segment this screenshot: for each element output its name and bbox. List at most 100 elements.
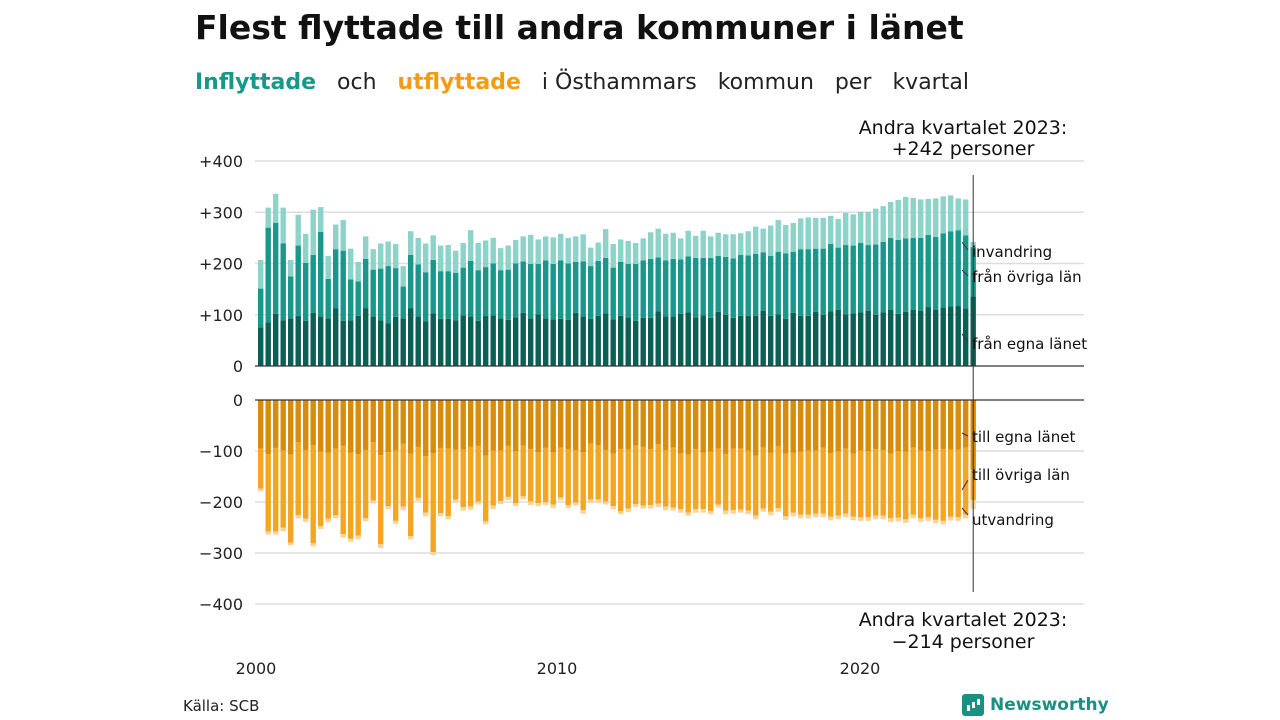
bar-in-från-egna-länet bbox=[265, 322, 271, 366]
bar-out-utvandring bbox=[843, 513, 849, 518]
bar-in-från-egna-länet bbox=[648, 317, 654, 366]
bar-in-från-egna-länet bbox=[370, 316, 376, 366]
bar-out-till-egna-länet bbox=[303, 400, 309, 450]
bar-out-till-egna-länet bbox=[858, 400, 864, 451]
annotation-top-line-1: Andra kvartalet 2023: bbox=[859, 117, 1068, 139]
bar-in-från-egna-länet bbox=[828, 311, 834, 366]
bar-in-från-egna-länet bbox=[708, 317, 714, 366]
bar-out-utvandring bbox=[340, 534, 346, 538]
bar-out-utvandring bbox=[940, 520, 946, 525]
bar-out-utvandring bbox=[850, 516, 856, 521]
bar-in-invandring bbox=[768, 225, 774, 256]
annotation-bottom-line-2: −214 personer bbox=[892, 631, 1035, 653]
bar-in-invandring bbox=[895, 199, 901, 240]
bar-out-till-övriga-län bbox=[925, 451, 931, 518]
y-tick-label-bottom: −300 bbox=[199, 544, 243, 563]
bar-out-till-egna-länet bbox=[903, 400, 909, 452]
bar-out-till-egna-länet bbox=[610, 400, 616, 454]
bar-in-från-egna-länet bbox=[655, 311, 661, 366]
bar-out-till-övriga-län bbox=[955, 449, 961, 518]
bar-in-invandring bbox=[963, 199, 969, 236]
bar-out-till-övriga-län bbox=[355, 454, 361, 536]
bar-in-från-egna-länet bbox=[903, 311, 909, 366]
bar-out-till-övriga-län bbox=[513, 451, 519, 504]
bar-in-invandring bbox=[858, 211, 864, 243]
bar-in-från-egna-länet bbox=[858, 312, 864, 366]
bar-in-från-övriga-län bbox=[273, 223, 279, 314]
bar-in-invandring bbox=[490, 237, 496, 264]
bar-in-från-egna-länet bbox=[678, 313, 684, 366]
bar-out-utvandring bbox=[670, 507, 676, 511]
y-tick-label-top: 0 bbox=[233, 357, 243, 376]
bar-out-till-egna-länet bbox=[565, 400, 571, 449]
bar-in-från-egna-länet bbox=[325, 318, 331, 366]
bar-in-invandring bbox=[528, 234, 534, 265]
bar-in-från-egna-länet bbox=[498, 318, 504, 366]
bar-out-till-övriga-län bbox=[610, 453, 616, 507]
bar-in-invandring bbox=[580, 234, 586, 262]
bar-in-från-övriga-län bbox=[460, 267, 466, 316]
bar-out-till-övriga-län bbox=[850, 453, 856, 517]
bar-out-till-övriga-län bbox=[468, 446, 474, 507]
bar-in-från-övriga-län bbox=[805, 249, 811, 316]
bar-out-till-egna-länet bbox=[310, 400, 316, 446]
bar-in-invandring bbox=[483, 240, 489, 268]
bar-in-från-egna-länet bbox=[775, 314, 781, 366]
bar-out-utvandring bbox=[753, 515, 759, 520]
bar-in-från-egna-länet bbox=[453, 320, 459, 366]
bar-out-utvandring bbox=[303, 518, 309, 522]
bar-in-invandring bbox=[880, 206, 886, 242]
bar-in-från-övriga-län bbox=[258, 288, 264, 328]
bar-out-till-egna-länet bbox=[603, 400, 609, 450]
bar-out-till-egna-länet bbox=[783, 400, 789, 454]
bar-in-från-egna-länet bbox=[288, 318, 294, 366]
bar-in-från-egna-länet bbox=[580, 316, 586, 366]
bar-out-till-övriga-län bbox=[558, 447, 564, 498]
bar-out-till-övriga-län bbox=[708, 451, 714, 512]
bar-in-från-egna-länet bbox=[528, 318, 534, 366]
bar-out-till-egna-länet bbox=[865, 400, 871, 451]
bar-in-invandring bbox=[378, 243, 384, 269]
bar-in-från-egna-länet bbox=[625, 317, 631, 366]
bar-in-invandring bbox=[535, 239, 541, 265]
bar-in-invandring bbox=[565, 237, 571, 264]
bar-out-till-övriga-län bbox=[745, 450, 751, 511]
bar-in-från-övriga-län bbox=[835, 247, 841, 310]
x-tick-label: 2020 bbox=[840, 659, 881, 678]
bar-out-utvandring bbox=[520, 496, 526, 500]
bar-out-till-övriga-län bbox=[438, 447, 444, 514]
bar-out-till-egna-länet bbox=[348, 400, 354, 453]
bar-out-utvandring bbox=[640, 505, 646, 509]
annotation-bottom-line-1: Andra kvartalet 2023: bbox=[859, 609, 1068, 631]
bar-out-till-egna-länet bbox=[723, 400, 729, 455]
bar-in-invandring bbox=[753, 226, 759, 254]
bar-out-till-egna-länet bbox=[708, 400, 714, 452]
bar-out-till-övriga-län bbox=[520, 445, 526, 497]
bar-out-utvandring bbox=[648, 505, 654, 509]
bar-out-till-övriga-län bbox=[903, 451, 909, 520]
bar-in-från-egna-länet bbox=[475, 320, 481, 366]
bar-in-från-övriga-län bbox=[325, 278, 331, 319]
bar-in-invandring bbox=[385, 241, 391, 267]
x-tick-label: 2010 bbox=[537, 659, 578, 678]
bar-in-invandring bbox=[370, 249, 376, 270]
bar-in-från-övriga-län bbox=[745, 255, 751, 316]
bar-in-från-egna-länet bbox=[535, 314, 541, 366]
bar-in-från-egna-länet bbox=[550, 319, 556, 366]
bar-in-invandring bbox=[948, 195, 954, 232]
bar-in-från-övriga-län bbox=[430, 259, 436, 314]
bar-out-utvandring bbox=[678, 509, 684, 513]
bar-out-till-övriga-län bbox=[753, 455, 759, 516]
bar-in-från-egna-länet bbox=[393, 316, 399, 366]
bar-in-från-övriga-län bbox=[873, 244, 879, 315]
bar-in-från-övriga-län bbox=[295, 245, 301, 316]
bar-in-invandring bbox=[258, 259, 264, 289]
bar-in-från-övriga-län bbox=[303, 262, 309, 321]
bar-in-från-övriga-län bbox=[385, 266, 391, 324]
bar-in-från-övriga-län bbox=[475, 270, 481, 321]
bar-in-från-egna-länet bbox=[783, 318, 789, 366]
bar-out-utvandring bbox=[423, 512, 429, 517]
bar-in-från-övriga-län bbox=[408, 254, 414, 309]
bar-in-invandring bbox=[310, 209, 316, 255]
bar-out-utvandring bbox=[595, 499, 601, 504]
